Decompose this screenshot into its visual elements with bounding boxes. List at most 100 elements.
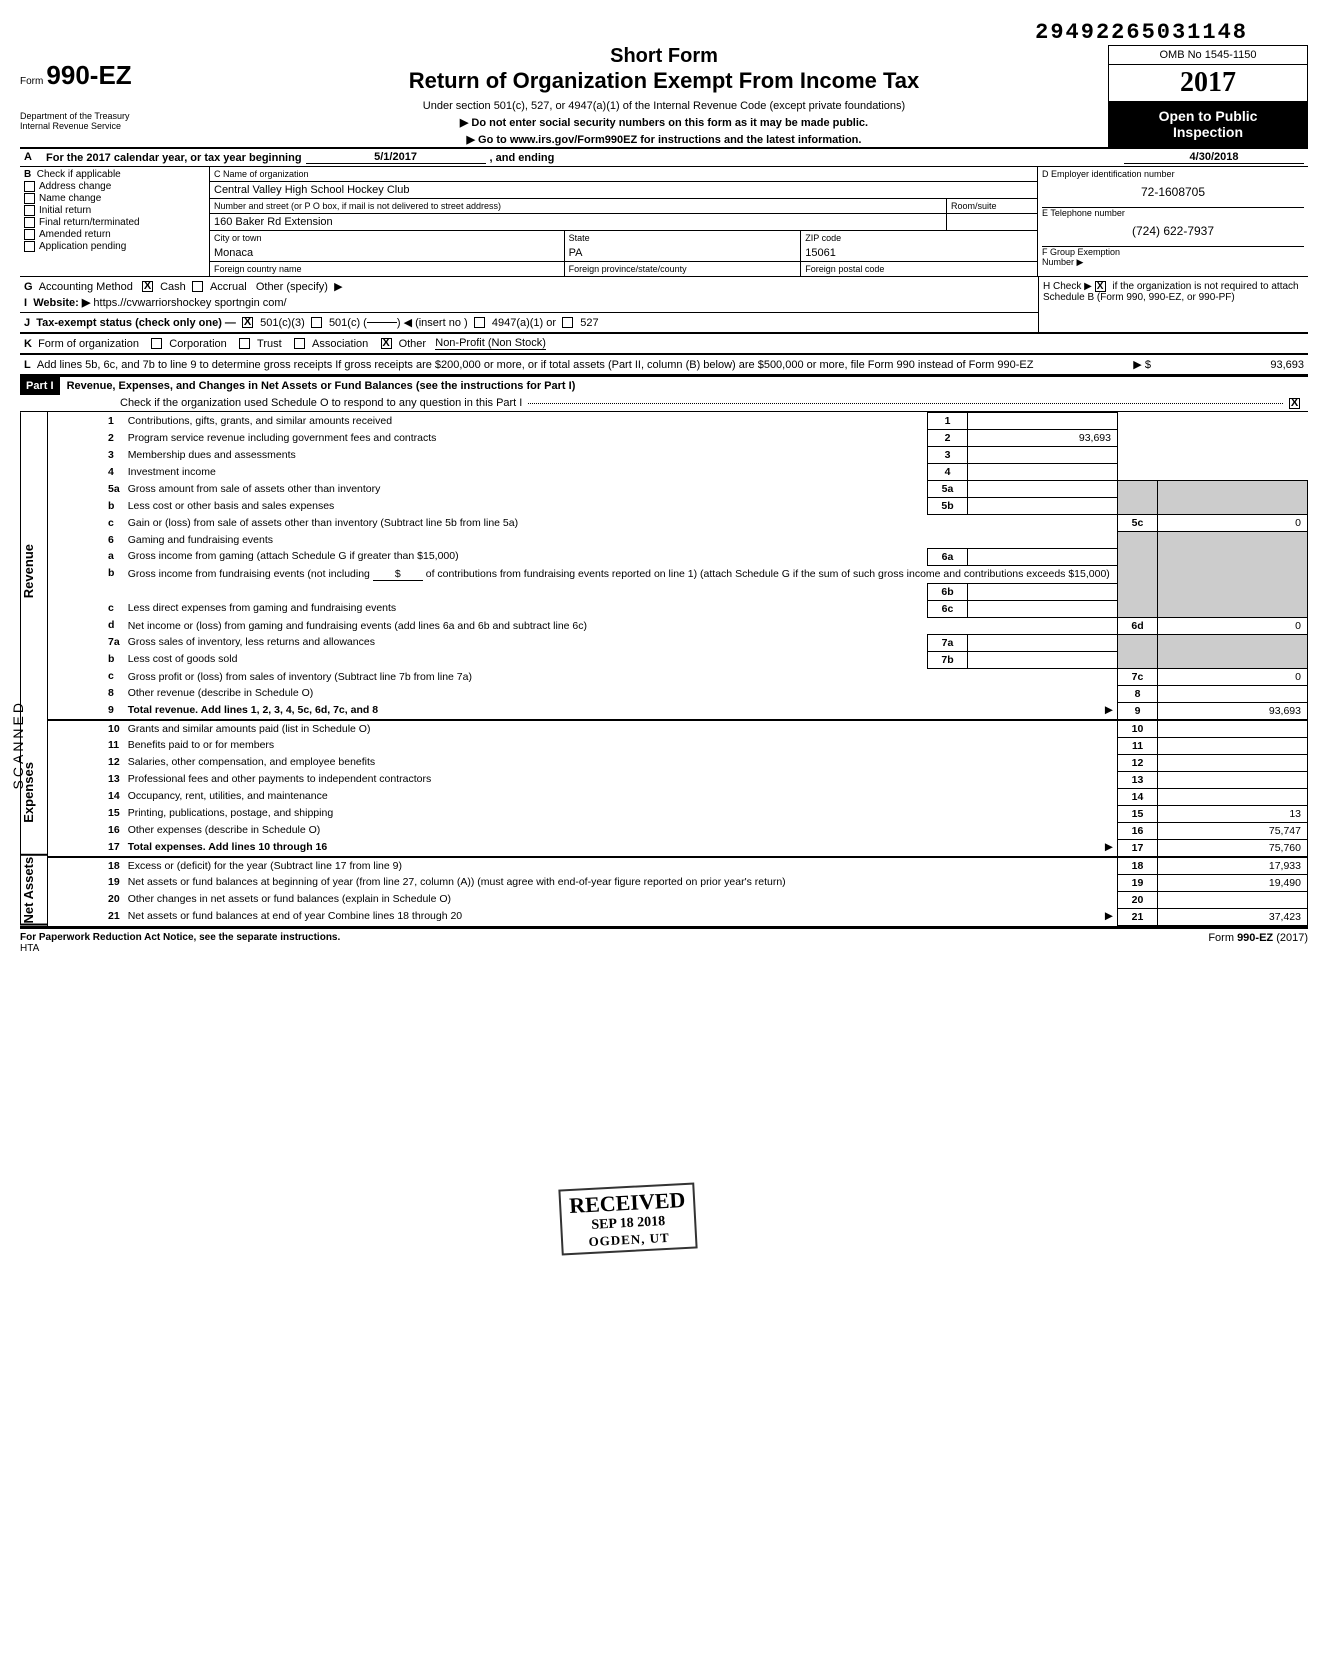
l4-value[interactable] — [968, 464, 1118, 481]
checkbox-501c3[interactable]: X — [242, 317, 253, 328]
state-value[interactable]: PA — [565, 245, 801, 261]
l2-value[interactable]: 93,693 — [968, 430, 1118, 447]
part1-table: 1Contributions, gifts, grants, and simil… — [48, 412, 1308, 926]
checkbox-application-pending[interactable] — [24, 241, 35, 252]
side-revenue: Revenue — [20, 412, 48, 731]
l7a-num: 7a — [48, 634, 124, 651]
l9-boxnum: 9 — [1118, 702, 1158, 720]
l14-boxnum: 14 — [1118, 788, 1158, 805]
room-label: Room/suite — [947, 199, 1037, 214]
checkbox-501c[interactable] — [311, 317, 322, 328]
l6b-dollar[interactable]: $ — [373, 568, 423, 581]
line-a-end[interactable]: 4/30/2018 — [1124, 151, 1304, 164]
l6b-text: Gross income from fundraising events (no… — [128, 568, 370, 580]
l5b-midval[interactable] — [968, 498, 1118, 515]
l3-text: Membership dues and assessments — [124, 447, 928, 464]
line-l-arrow: ▶ $ — [1133, 359, 1151, 371]
header-number: 29492265031148 — [20, 20, 1308, 45]
l7c-num: c — [48, 668, 124, 685]
checkbox-initial-return[interactable] — [24, 205, 35, 216]
l17-value[interactable]: 75,760 — [1158, 839, 1308, 857]
l3-value[interactable] — [968, 447, 1118, 464]
checkbox-corporation[interactable] — [151, 338, 162, 349]
l9-value[interactable]: 93,693 — [1158, 702, 1308, 720]
l11-value[interactable] — [1158, 737, 1308, 754]
l6c-midval[interactable] — [968, 600, 1118, 617]
l12-value[interactable] — [1158, 754, 1308, 771]
l5c-num: c — [48, 515, 124, 532]
l6b-text2: of contributions from fundraising events… — [426, 568, 1110, 580]
l17-text: Total expenses. Add lines 10 through 16 — [128, 841, 328, 853]
line-a-letter: A — [20, 149, 42, 166]
l15-text: Printing, publications, postage, and shi… — [124, 805, 1118, 822]
l10-value[interactable] — [1158, 720, 1308, 738]
telephone-value[interactable]: (724) 622-7937 — [1042, 218, 1304, 244]
l8-value[interactable] — [1158, 685, 1308, 702]
line-b-header: Check if applicable — [37, 169, 121, 180]
checkbox-schedule-o-part1[interactable]: X — [1289, 398, 1300, 409]
l13-value[interactable] — [1158, 771, 1308, 788]
checkbox-527[interactable] — [562, 317, 573, 328]
checkbox-accrual[interactable] — [192, 281, 203, 292]
dept-treasury: Department of the Treasury Internal Reve… — [20, 91, 220, 131]
l16-value[interactable]: 75,747 — [1158, 822, 1308, 839]
city-value[interactable]: Monaca — [210, 245, 564, 261]
room-value[interactable] — [947, 214, 1037, 218]
checkbox-schedule-b[interactable]: X — [1095, 281, 1106, 292]
website-value[interactable]: https.//cvwarriorshockey sportngin com/ — [93, 297, 286, 309]
l14-value[interactable] — [1158, 788, 1308, 805]
checkbox-name-change[interactable] — [24, 193, 35, 204]
l10-boxnum: 10 — [1118, 720, 1158, 738]
l7c-value[interactable]: 0 — [1158, 668, 1308, 685]
l2-text: Program service revenue including govern… — [124, 430, 928, 447]
checkbox-other-org[interactable]: X — [381, 338, 392, 349]
l20-num: 20 — [48, 891, 124, 908]
l7a-text: Gross sales of inventory, less returns a… — [124, 634, 928, 651]
l17-num: 17 — [48, 839, 124, 857]
line-j-letter: J — [24, 317, 30, 329]
l20-value[interactable] — [1158, 891, 1308, 908]
l15-value[interactable]: 13 — [1158, 805, 1308, 822]
l7b-midnum: 7b — [928, 651, 968, 668]
part-1-label: Part I — [20, 377, 60, 395]
l6d-value[interactable]: 0 — [1158, 617, 1308, 634]
l5a-midnum: 5a — [928, 481, 968, 498]
l1-value[interactable] — [968, 413, 1118, 430]
l1-text: Contributions, gifts, grants, and simila… — [124, 413, 928, 430]
checkbox-4947[interactable] — [474, 317, 485, 328]
org-name[interactable]: Central Valley High School Hockey Club — [210, 182, 1037, 199]
l6a-midval[interactable] — [968, 548, 1118, 565]
l7a-midval[interactable] — [968, 634, 1118, 651]
checkbox-final-return[interactable] — [24, 217, 35, 228]
other-org-value[interactable]: Non-Profit (Non Stock) — [435, 337, 546, 350]
l9-text: Total revenue. Add lines 1, 2, 3, 4, 5c,… — [128, 704, 378, 716]
lbl-insert-no: ) ◀ (insert no ) — [397, 316, 468, 329]
l19-value[interactable]: 19,490 — [1158, 874, 1308, 891]
line-a-begin[interactable]: 5/1/2017 — [306, 151, 486, 164]
l21-value[interactable]: 37,423 — [1158, 908, 1308, 925]
l6b-num: b — [48, 565, 124, 583]
ein-value[interactable]: 72-1608705 — [1042, 179, 1304, 205]
zip-value[interactable]: 15061 — [801, 245, 1037, 261]
footer-hta: HTA — [20, 943, 39, 954]
l7b-midval[interactable] — [968, 651, 1118, 668]
subtitle-3-text: Go to www.irs.gov/Form990EZ for instruct… — [478, 134, 861, 146]
l4-boxnum: 4 — [928, 464, 968, 481]
checkbox-trust[interactable] — [239, 338, 250, 349]
line-h-text1: H Check ▶ — [1043, 281, 1092, 292]
line-a-content: For the 2017 calendar year, or tax year … — [42, 149, 1308, 166]
checkbox-association[interactable] — [294, 338, 305, 349]
fcountry-label: Foreign country name — [210, 262, 564, 276]
l6b-midval[interactable] — [968, 583, 1118, 600]
checkbox-address-change[interactable] — [24, 181, 35, 192]
l13-boxnum: 13 — [1118, 771, 1158, 788]
form-prefix: Form — [20, 76, 43, 87]
l5a-midval[interactable] — [968, 481, 1118, 498]
l2-num: 2 — [48, 430, 124, 447]
addr-value[interactable]: 160 Baker Rd Extension — [210, 214, 946, 230]
l18-value[interactable]: 17,933 — [1158, 857, 1308, 875]
lbl-527: 527 — [580, 317, 598, 329]
l5c-value[interactable]: 0 — [1158, 515, 1308, 532]
checkbox-cash[interactable]: X — [142, 281, 153, 292]
checkbox-amended-return[interactable] — [24, 229, 35, 240]
